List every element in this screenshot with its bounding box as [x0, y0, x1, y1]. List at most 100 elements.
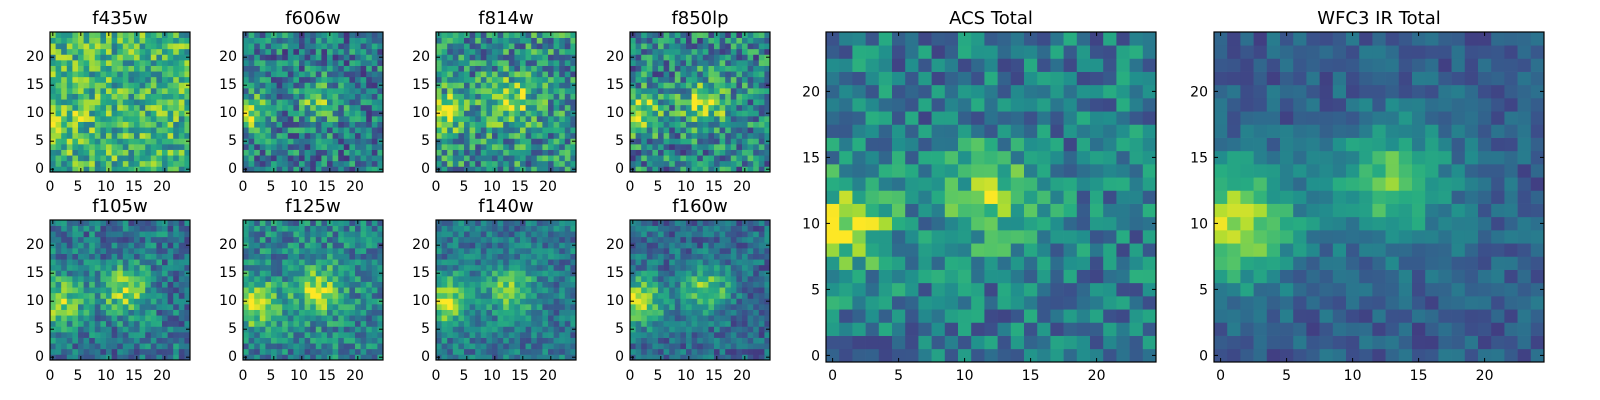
heatmap-cell — [343, 93, 350, 100]
heatmap-cell — [652, 71, 659, 78]
heatmap-cell — [674, 332, 681, 338]
heatmap-cell — [128, 253, 135, 260]
heatmap-cell — [686, 160, 692, 167]
heatmap-cell — [111, 138, 118, 145]
heatmap-cell — [464, 298, 470, 305]
heatmap-cell — [349, 65, 356, 72]
heatmap-cell — [89, 132, 96, 139]
heatmap-cell — [630, 132, 636, 139]
heatmap-cell — [753, 160, 760, 167]
heatmap-cell — [553, 253, 560, 260]
heatmap-cell — [150, 236, 157, 243]
heatmap-cell — [458, 326, 465, 333]
heatmap-cell — [520, 82, 526, 89]
heatmap-cell — [377, 259, 384, 266]
heatmap-cell — [100, 65, 107, 72]
heatmap-cell — [458, 99, 465, 106]
heatmap-cell — [725, 71, 732, 78]
heatmap-cell — [730, 292, 737, 299]
heatmap-cell — [315, 71, 322, 78]
heatmap-cell — [259, 231, 266, 238]
heatmap-cell — [106, 149, 112, 156]
heatmap-cell — [55, 121, 62, 128]
heatmap-cell — [184, 121, 191, 128]
heatmap-cell — [641, 88, 648, 94]
heatmap-cell — [559, 276, 566, 282]
heatmap-cell — [377, 132, 384, 139]
heatmap-cell — [332, 93, 339, 100]
heatmap-cell — [486, 104, 493, 111]
heatmap-cell — [366, 160, 373, 167]
heatmap-cell — [697, 348, 704, 355]
heatmap-cell — [310, 71, 317, 78]
heatmap-cell — [327, 37, 333, 44]
heatmap-cell — [139, 264, 146, 271]
heatmap-cell — [548, 88, 554, 94]
heatmap-cell — [55, 43, 62, 50]
heatmap-cell — [134, 242, 140, 249]
heatmap-cell — [117, 320, 124, 327]
heatmap-cell — [111, 132, 118, 139]
heatmap-cell — [447, 225, 454, 232]
heatmap-cell — [559, 337, 566, 344]
heatmap-cell — [564, 343, 571, 350]
heatmap-cell — [259, 259, 266, 266]
heatmap-cell — [167, 248, 174, 254]
heatmap-cell — [184, 253, 191, 260]
heatmap-cell — [321, 110, 328, 117]
heatmap-cell — [134, 348, 140, 355]
heatmap-cell — [464, 348, 470, 355]
heatmap-cell — [663, 276, 670, 282]
heatmap-cell — [570, 236, 577, 243]
heatmap-cell — [173, 60, 180, 66]
heatmap-cell — [559, 121, 566, 128]
heatmap-cell — [725, 309, 732, 316]
heatmap-cell — [630, 149, 636, 156]
heatmap-cell — [531, 320, 538, 327]
heatmap-cell — [265, 264, 272, 271]
heatmap-cell — [299, 242, 305, 249]
heatmap-cell — [106, 48, 112, 55]
heatmap-cell — [343, 326, 350, 333]
heatmap-cell — [436, 104, 442, 111]
heatmap-cell — [178, 104, 185, 111]
heatmap-cell — [674, 149, 681, 156]
heatmap-cell — [55, 281, 62, 288]
heatmap-cell — [173, 220, 180, 226]
heatmap-cell — [686, 116, 692, 122]
heatmap-cell — [89, 337, 96, 344]
heatmap-cell — [162, 242, 168, 249]
heatmap-cell — [276, 320, 283, 327]
heatmap-cell — [697, 116, 704, 122]
heatmap-cell — [184, 304, 191, 310]
heatmap-cell — [282, 110, 289, 117]
heatmap-cell — [371, 287, 378, 294]
heatmap-cell — [719, 315, 726, 322]
heatmap-cell — [503, 276, 510, 282]
heatmap-cell — [327, 132, 333, 139]
heatmap-cell — [641, 343, 648, 350]
heatmap-cell — [758, 281, 765, 288]
heatmap-cell — [714, 54, 720, 61]
heatmap-cell — [293, 104, 300, 111]
heatmap-cell — [61, 149, 68, 156]
heatmap-cell — [343, 270, 350, 277]
heatmap-cell — [674, 281, 681, 288]
heatmap-cell — [764, 281, 771, 288]
heatmap-cell — [349, 292, 356, 299]
heatmap-cell — [680, 132, 687, 139]
heatmap-cell — [315, 298, 322, 305]
heatmap-cell — [747, 82, 754, 89]
heatmap-cell — [719, 298, 726, 305]
heatmap-cell — [299, 304, 305, 310]
heatmap-cell — [708, 48, 715, 55]
heatmap-cell — [714, 149, 720, 156]
heatmap-cell — [714, 326, 720, 333]
heatmap-cell — [111, 48, 118, 55]
heatmap-cell — [646, 292, 653, 299]
heatmap-cell — [635, 48, 642, 55]
heatmap-cell — [548, 48, 554, 55]
heatmap-cell — [366, 298, 373, 305]
heatmap-cell — [321, 99, 328, 106]
heatmap-cell — [497, 54, 504, 61]
